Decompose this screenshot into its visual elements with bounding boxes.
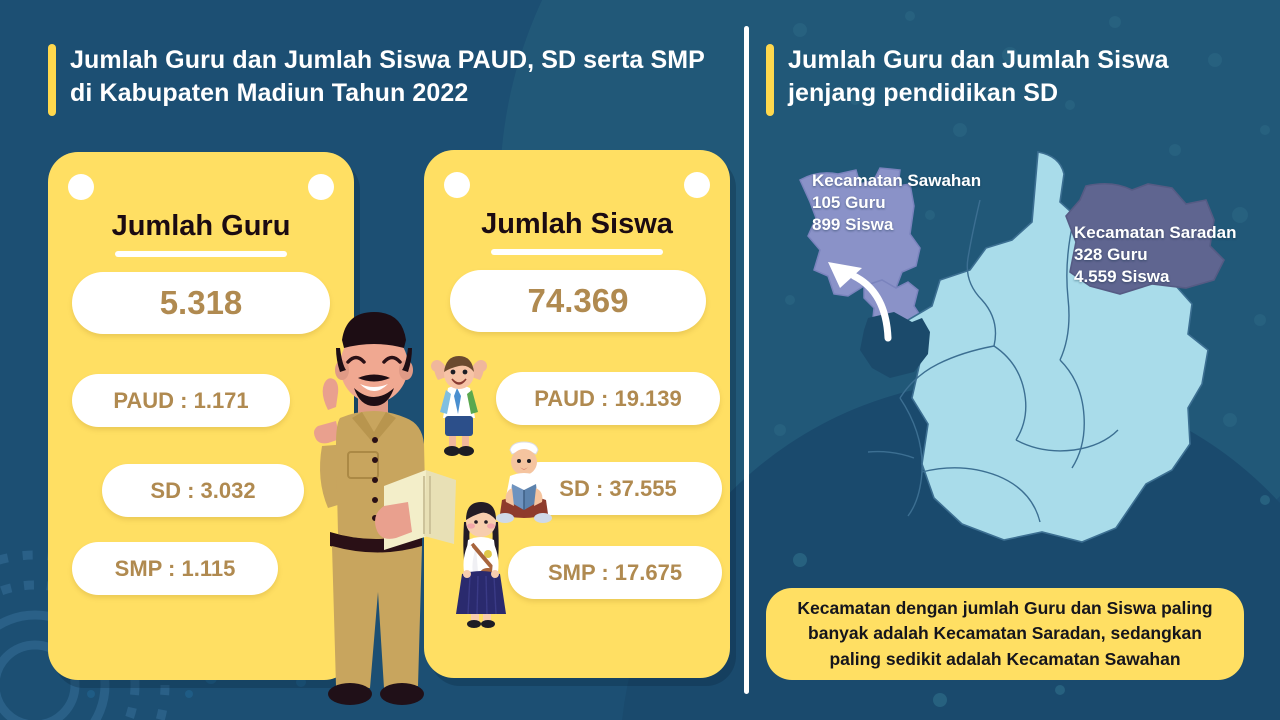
concentric-rings-decoration bbox=[0, 550, 170, 720]
saradan-district-name: Kecamatan Saradan bbox=[1074, 223, 1237, 242]
map-pointer-arrow bbox=[850, 272, 892, 342]
card-title-underline bbox=[115, 251, 287, 257]
stat-sd-siswa: SD : 37.555 bbox=[514, 462, 722, 515]
map-region-saradan bbox=[1065, 182, 1225, 295]
stat-total-guru: 5.318 bbox=[72, 272, 330, 334]
card-title-underline bbox=[491, 249, 663, 255]
card-punch-hole-right bbox=[684, 172, 710, 198]
sawahan-student-count: 899 Siswa bbox=[812, 215, 894, 235]
stat-paud-guru: PAUD : 1.171 bbox=[72, 374, 290, 427]
stat-smp-guru: SMP : 1.115 bbox=[72, 542, 278, 595]
card-punch-hole-left bbox=[444, 172, 470, 198]
left-panel-heading: Jumlah Guru dan Jumlah Siswa PAUD, SD se… bbox=[48, 44, 708, 116]
right-heading-text: Jumlah Guru dan Jumlah Siswa jenjang pen… bbox=[788, 46, 1169, 107]
card-title-siswa: Jumlah Siswa bbox=[481, 208, 673, 240]
map-label-saradan: Kecamatan Saradan 328 Guru 4.559 Siswa bbox=[1074, 222, 1237, 288]
stat-smp-siswa: SMP : 17.675 bbox=[508, 546, 722, 599]
panel-divider bbox=[744, 26, 749, 694]
dot-texture-right bbox=[774, 11, 1270, 707]
map-summary-callout: Kecamatan dengan jumlah Guru dan Siswa p… bbox=[766, 588, 1244, 680]
saradan-teacher-count: 328 Guru bbox=[1074, 245, 1148, 265]
madiun-regency-map bbox=[799, 151, 1225, 543]
student-girl-illustration bbox=[456, 502, 506, 628]
card-punch-hole-right bbox=[308, 174, 334, 200]
accent-bar-right bbox=[766, 44, 774, 116]
left-heading-text: Jumlah Guru dan Jumlah Siswa PAUD, SD se… bbox=[70, 46, 705, 107]
saradan-student-count: 4.559 Siswa bbox=[1074, 267, 1170, 287]
card-title-guru: Jumlah Guru bbox=[111, 210, 291, 242]
sawahan-teacher-count: 105 Guru bbox=[812, 193, 886, 213]
right-panel-heading: Jumlah Guru dan Jumlah Siswa jenjang pen… bbox=[766, 44, 1236, 116]
stat-card-guru: Jumlah Guru 5.318 PAUD : 1.171 SD : 3.03… bbox=[48, 152, 354, 680]
map-enclave bbox=[860, 312, 930, 378]
teacher-illustration bbox=[314, 312, 456, 705]
sawahan-district-name: Kecamatan Sawahan bbox=[812, 171, 982, 190]
stat-total-siswa: 74.369 bbox=[450, 270, 706, 332]
student-boy-illustration bbox=[431, 356, 487, 456]
student-reading-illustration bbox=[496, 441, 552, 523]
stat-paud-siswa: PAUD : 19.139 bbox=[496, 372, 720, 425]
card-punch-hole-left bbox=[68, 174, 94, 200]
map-arrow-head bbox=[828, 262, 862, 288]
accent-bar-left bbox=[48, 44, 56, 116]
map-label-sawahan: Kecamatan Sawahan 105 Guru 899 Siswa bbox=[812, 170, 981, 236]
stat-sd-guru: SD : 3.032 bbox=[102, 464, 304, 517]
